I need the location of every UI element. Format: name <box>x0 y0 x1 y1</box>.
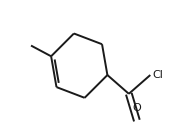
Text: O: O <box>133 103 141 113</box>
Text: Cl: Cl <box>153 70 164 80</box>
